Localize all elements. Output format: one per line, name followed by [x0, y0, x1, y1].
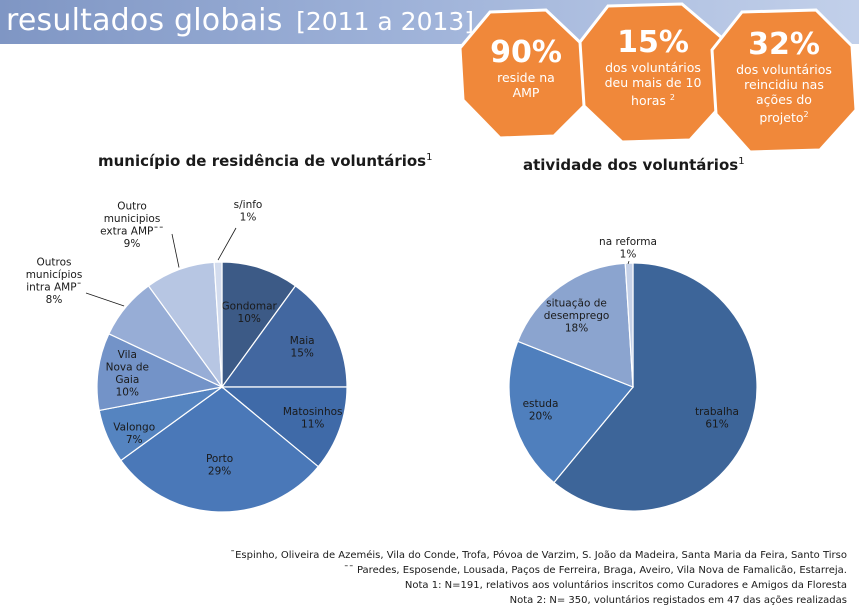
pie-slice-label: Nova de [106, 362, 149, 374]
badge-2-desc-line: deu mais de 10 [604, 75, 702, 90]
pie-slice-label: desemprego [544, 310, 610, 322]
badge-3: 32% dos voluntários reincidiu nas ações … [720, 27, 848, 126]
pie-leader-line [85, 292, 125, 307]
badge-2-value: 15% [617, 25, 689, 60]
pie-slice-label: estuda [523, 398, 559, 410]
chart-2-title: atividade dos voluntários1 [523, 156, 745, 174]
badge-1-desc-line: AMP [512, 85, 540, 100]
pie-slice [220, 285, 348, 388]
pie-slice [624, 262, 634, 388]
pie-slice-label: s/info [234, 199, 263, 211]
pie-slice [98, 386, 223, 462]
pie-slice-label: Gondomar [222, 300, 278, 312]
pie-chart-1: Gondomar10%Maia15%Matosinhos11%Porto29%V… [26, 199, 348, 513]
page-title-main: resultados globais [6, 3, 283, 38]
pie-slice [108, 285, 223, 388]
pie-slice-label: Gaia [115, 374, 139, 386]
pie-leader-line [171, 233, 180, 268]
badge-2-desc-line: dos voluntários [605, 60, 701, 75]
badge-2: 15% dos voluntários deu mais de 10 horas… [590, 25, 716, 109]
footnote-intra-text: Espinho, Oliveira de Azeméis, Vila do Co… [235, 550, 847, 561]
chart-1-title: município de residência de voluntários1 [98, 152, 432, 170]
pie-slice-percent: 18% [565, 322, 588, 334]
pie-leader-line [627, 260, 630, 265]
pie-slice-label: Outro [117, 200, 147, 212]
pie-leader-line [217, 227, 237, 261]
pie-slice [553, 262, 758, 512]
chart-2-title-sup: 1 [738, 156, 745, 167]
pie-slice-percent: 20% [529, 411, 552, 423]
pie-slice [221, 261, 297, 389]
pie-slice-percent: 1% [240, 211, 257, 223]
badge-3-value: 32% [748, 27, 820, 62]
badge-3-desc-line: ações do [756, 92, 812, 107]
pie-slice-label: situação de [546, 297, 607, 309]
pie-slice [213, 261, 223, 388]
badge-3-sup: 2 [803, 110, 809, 119]
badge-2-desc-line-last: horas 2 [590, 90, 716, 108]
badges: 90% reside na AMP 15% dos voluntários de… [0, 0, 859, 160]
page-title: resultados globais [2011 a 2013] [6, 3, 474, 38]
footnote-nota2: Nota 2: N= 350, voluntários registados e… [509, 595, 847, 606]
pie-slice-percent: 15% [291, 347, 314, 359]
pie-slice-label: Outros [36, 256, 71, 268]
footnote-extra-text: Paredes, Esposende, Lousada, Paços de Fe… [356, 565, 847, 576]
page-title-years: [2011 a 2013] [296, 7, 475, 36]
footnotes: ¯Espinho, Oliveira de Azeméis, Vila do C… [47, 548, 847, 608]
pie-slice-label: intra AMP¯ [26, 281, 82, 293]
pie-slice-percent: 8% [46, 294, 63, 306]
badge-1-octagon [458, 8, 592, 140]
chart-2-title-text: atividade dos voluntários [523, 156, 739, 174]
chart-1-title-text: município de residência de voluntários [98, 152, 427, 170]
pie-slice-percent: 29% [208, 466, 231, 478]
pie-slice-percent: 10% [116, 387, 139, 399]
badge-2-sup: 2 [669, 93, 675, 102]
pie-slice-label: Vila [118, 349, 137, 361]
footnote-intra: ¯Espinho, Oliveira de Azeméis, Vila do C… [47, 548, 847, 563]
pie-slice-percent: 1% [620, 248, 637, 260]
badge-3-desc-line: reincidiu nas [744, 77, 824, 92]
badge-shapes [458, 2, 858, 154]
pie-slice-label: extra AMP¯¯ [100, 225, 164, 237]
pie-slice-percent: 10% [238, 313, 261, 325]
badge-3-octagon [710, 8, 858, 154]
pie-slice [120, 386, 320, 513]
pie-slice-percent: 11% [301, 419, 324, 431]
badge-3-desc-line-last: projeto2 [720, 107, 848, 125]
pie-slice [96, 332, 224, 412]
badge-2-desc-last: horas [631, 93, 666, 109]
pie-slice-percent: 61% [705, 419, 728, 431]
pie-slice-label: na reforma [599, 236, 657, 248]
pie-slice-label: Maia [290, 335, 315, 347]
pie-slice [220, 386, 348, 468]
footnote-intra-marker: ¯ [230, 550, 236, 561]
pie-slice [147, 261, 223, 390]
footnote-extra-marker: ¯¯ [343, 565, 354, 576]
pie-slice-label: municipios [104, 213, 161, 225]
badge-3-desc-last: projeto [759, 110, 804, 126]
footnote-nota1: Nota 1: N=191, relativos aos voluntários… [404, 580, 847, 591]
pie-slice [508, 340, 634, 484]
pie-slice-label: Valongo [113, 422, 155, 434]
footnote-extra: ¯¯ Paredes, Esposende, Lousada, Paços de… [47, 563, 847, 578]
badge-2-octagon [578, 2, 728, 144]
badge-1-desc-line: reside na [497, 70, 555, 85]
badge-1: 90% reside na AMP [470, 35, 582, 101]
pie-slice-label: trabalha [695, 406, 739, 418]
badge-1-value: 90% [490, 35, 562, 70]
pie-slice-percent: 7% [126, 434, 143, 446]
pie-slice-label: Porto [206, 453, 233, 465]
badge-3-desc-line: dos voluntários [736, 62, 832, 77]
pie-slice [516, 262, 634, 388]
chart-1-title-sup: 1 [426, 152, 433, 163]
pie-slice-label: Matosinhos [283, 406, 343, 418]
pie-slice-percent: 9% [124, 238, 141, 250]
pie-slice-label: municípios [26, 269, 83, 281]
